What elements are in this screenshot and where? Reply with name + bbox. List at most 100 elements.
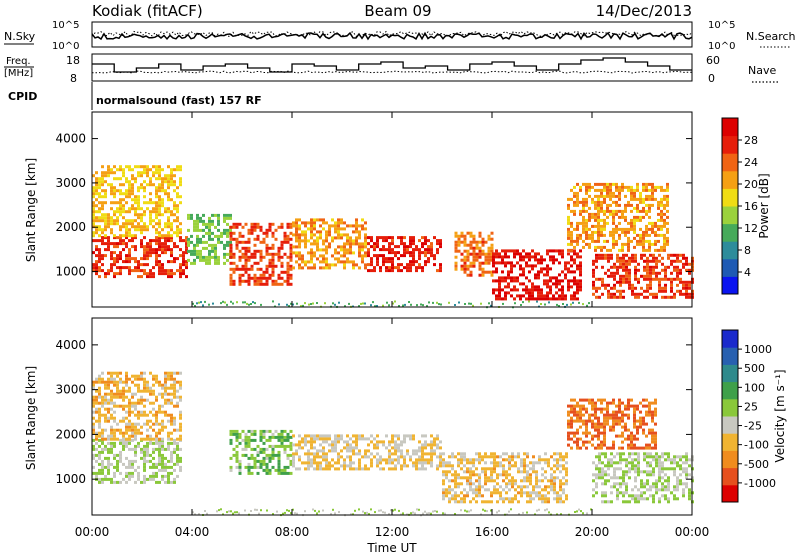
- echo-cell: [286, 264, 290, 268]
- echo-cell: [229, 216, 232, 220]
- echo-cell: [594, 404, 597, 408]
- echo-cell: [128, 477, 131, 481]
- echo-cell: [475, 467, 478, 471]
- echo-cell: [167, 207, 170, 211]
- echo-cell: [116, 462, 119, 466]
- echo-cell: [537, 294, 540, 298]
- echo-cell: [125, 404, 128, 408]
- echo-cell: [352, 461, 355, 465]
- echo-cell: [507, 282, 510, 286]
- echo-cell: [588, 206, 591, 210]
- echo-cell: [588, 188, 591, 192]
- echo-cell: [643, 485, 646, 489]
- echo-cell: [376, 254, 379, 258]
- echo-cell: [355, 443, 358, 447]
- echo-cell: [565, 479, 568, 483]
- echo-cell: [646, 470, 649, 474]
- echo-cell: [478, 264, 482, 268]
- ground-scatter-cell: [252, 301, 254, 304]
- echo-cell: [110, 183, 113, 187]
- echo-cell: [190, 249, 193, 253]
- echo-cell: [143, 386, 146, 390]
- echo-cell: [576, 227, 579, 231]
- echo-cell: [421, 269, 424, 273]
- echo-cell: [301, 446, 304, 450]
- echo-cell: [415, 248, 418, 252]
- echo-cell: [651, 197, 654, 201]
- echo-cell: [688, 286, 691, 290]
- echo-cell: [547, 500, 550, 504]
- echo-cell: [490, 246, 494, 250]
- echo-cell: [391, 266, 394, 270]
- echo-cell: [642, 248, 645, 252]
- echo-cell: [161, 392, 164, 396]
- echo-cell: [585, 236, 588, 240]
- echo-cell: [247, 468, 251, 472]
- echo-cell: [161, 474, 164, 478]
- echo-cell: [657, 218, 660, 222]
- echo-cell: [271, 243, 275, 247]
- echo-cell: [280, 261, 284, 265]
- ground-scatter-cell: [192, 302, 194, 305]
- echo-cell: [292, 266, 295, 270]
- echo-cell: [532, 497, 535, 501]
- echo-cell: [625, 262, 628, 266]
- echo-cell: [442, 473, 445, 477]
- echo-cell: [349, 248, 352, 252]
- echo-cell: [134, 245, 137, 249]
- echo-cell: [176, 371, 179, 375]
- echo-cell: [104, 228, 107, 232]
- echo-cell: [298, 446, 301, 450]
- echo-cell: [622, 268, 625, 272]
- echo-cell: [610, 286, 613, 290]
- echo-cell: [349, 260, 352, 264]
- echo-cell: [505, 476, 508, 480]
- echo-cell: [170, 422, 173, 426]
- echo-cell: [119, 419, 122, 423]
- echo-cell: [655, 271, 658, 275]
- echo-cell: [137, 195, 140, 199]
- echo-cell: [466, 249, 470, 253]
- echo-cell: [592, 271, 595, 275]
- echo-cell: [313, 254, 316, 258]
- echo-cell: [412, 464, 415, 468]
- echo-cell: [128, 407, 131, 411]
- echo-cell: [265, 429, 269, 433]
- echo-cell: [552, 258, 555, 262]
- echo-cell: [664, 289, 667, 293]
- echo-cell: [244, 270, 248, 274]
- echo-cell: [504, 297, 507, 301]
- echo-cell: [421, 452, 424, 456]
- echo-cell: [600, 440, 603, 444]
- echo-cell: [666, 230, 669, 234]
- echo-cell: [415, 269, 418, 273]
- echo-cell: [104, 201, 107, 205]
- echo-cell: [463, 470, 466, 474]
- echo-cell: [487, 249, 491, 253]
- echo-cell: [95, 437, 98, 441]
- echo-cell: [559, 497, 562, 501]
- echo-cell: [298, 227, 301, 231]
- echo-cell: [573, 203, 576, 207]
- echo-cell: [547, 461, 550, 465]
- echo-cell: [170, 248, 173, 252]
- echo-cell: [534, 255, 537, 259]
- echo-cell: [161, 168, 164, 172]
- echo-cell: [361, 227, 364, 231]
- echo-cell: [98, 471, 101, 475]
- echo-cell: [167, 401, 170, 405]
- ground-scatter-cell: [334, 303, 336, 306]
- echo-cell: [119, 456, 122, 460]
- echo-cell: [478, 473, 481, 477]
- echo-cell: [657, 233, 660, 237]
- echo-cell: [624, 215, 627, 219]
- echo-cell: [110, 447, 113, 451]
- echo-cell: [319, 236, 322, 240]
- echo-cell: [107, 465, 110, 469]
- ground-scatter-cell: [546, 508, 548, 511]
- ground-scatter-cell: [254, 508, 256, 511]
- echo-cell: [271, 252, 275, 256]
- echo-cell: [537, 291, 540, 295]
- echo-cell: [187, 237, 190, 241]
- echo-cell: [167, 392, 170, 396]
